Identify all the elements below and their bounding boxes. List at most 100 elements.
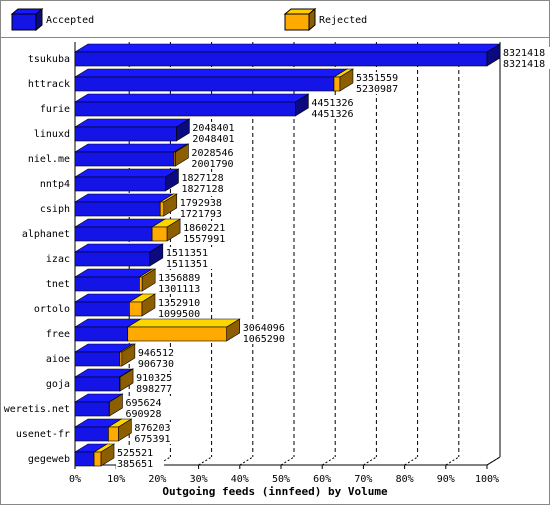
total-label: 5351559 [356, 73, 398, 84]
total-label: 1356889 [158, 273, 200, 284]
category-label: ortolo [34, 304, 70, 315]
category-label: izac [46, 254, 70, 265]
x-tick-label: 100% [475, 474, 499, 485]
rejected-bar [139, 276, 143, 292]
total-label: 910325 [136, 373, 172, 384]
x-axis-title: Outgoing feeds (innfeed) by Volume [162, 485, 388, 498]
rejected-bar [333, 76, 341, 92]
accepted-bar [295, 93, 309, 117]
accepted-bar [74, 426, 109, 442]
rejected-bar [93, 451, 102, 467]
accepted-bar [74, 201, 161, 217]
rejected-bar [126, 318, 241, 328]
accepted-bar [74, 226, 153, 242]
accepted-bar [73, 93, 310, 103]
total-label: 1352910 [158, 298, 200, 309]
category-label: furie [40, 104, 70, 115]
accepted-bar [74, 351, 121, 367]
rejected-bar [100, 443, 115, 467]
rejected-bar [108, 426, 119, 442]
label-bg [354, 72, 403, 94]
grid-line [280, 456, 295, 466]
total-label: 1827128 [181, 173, 223, 184]
grid-line [321, 456, 336, 466]
x-tick-label: 0% [69, 474, 81, 485]
x-tick-label: 50% [272, 474, 290, 485]
accepted-bar [74, 151, 175, 167]
total-label: 1792938 [180, 198, 222, 209]
accepted-bar [149, 243, 164, 267]
rejected-bar [127, 326, 228, 342]
rejected-bar [141, 293, 156, 317]
x-tick-label: 70% [354, 474, 372, 485]
accepted-bar [74, 326, 129, 342]
legend-label: Accepted [46, 15, 94, 26]
label-bg [310, 97, 359, 119]
total-label: 8321418 [503, 48, 545, 59]
accepted-bar [74, 76, 335, 92]
category-label: nntp4 [40, 179, 70, 190]
x-tick-label: 10% [107, 474, 125, 485]
accepted-bar [74, 401, 110, 417]
rejected-bar [151, 226, 168, 242]
legend-swatch [35, 7, 43, 32]
label-bg [502, 47, 550, 69]
total-label: 4451326 [311, 98, 353, 109]
rejected-bar [339, 68, 354, 92]
grid-line [198, 456, 212, 466]
grid-line [239, 456, 254, 466]
total-label: 525521 [117, 448, 153, 459]
accepted-bar [73, 68, 349, 78]
accepted-bar [74, 176, 166, 192]
accepted-bar [73, 243, 164, 253]
total-label: 3064096 [243, 323, 285, 334]
grid-line [404, 456, 418, 466]
rejected-bar [109, 393, 123, 417]
accepted-label: 2001790 [191, 159, 233, 170]
grid-line [157, 456, 171, 466]
grid-line [363, 456, 377, 466]
category-label: gegeweb [28, 454, 70, 465]
total-label: 2048401 [192, 123, 234, 134]
category-label: alphanet [22, 229, 70, 240]
category-label: linuxd [34, 129, 70, 140]
label-bg [190, 147, 239, 169]
rejected-bar [226, 318, 241, 342]
legend-label: Rejected [319, 15, 367, 26]
accepted-bar [73, 218, 167, 228]
accepted-label: 8321418 [503, 59, 545, 70]
accepted-label: 1065290 [243, 334, 285, 345]
accepted-bar [74, 451, 95, 467]
x-tick-label: 90% [437, 474, 455, 485]
label-bg [178, 197, 227, 219]
label-bg [156, 297, 205, 319]
category-label: usenet-fr [16, 429, 70, 440]
category-label: tnet [46, 279, 70, 290]
category-label: free [46, 329, 70, 340]
category-label: csiph [40, 204, 70, 215]
legend-swatch [308, 7, 316, 32]
category-label: goja [46, 379, 70, 390]
label-bg [180, 172, 229, 194]
accepted-label: 1827128 [181, 184, 223, 195]
label-bg [157, 272, 206, 294]
accepted-label: 4451326 [311, 109, 353, 120]
legend-swatch [284, 13, 310, 31]
label-bg [164, 247, 213, 269]
accepted-label: 1557991 [183, 234, 225, 245]
accepted-bar [176, 118, 190, 142]
grid-line [486, 456, 501, 466]
category-label: weretis.net [4, 404, 70, 415]
rejected-bar [175, 143, 189, 167]
label-bg [135, 372, 184, 394]
total-label: 695624 [125, 398, 161, 409]
grid-line [445, 456, 460, 466]
category-label: httrack [28, 79, 70, 90]
accepted-bar [73, 193, 175, 203]
accepted-label: 2048401 [192, 134, 234, 145]
accepted-label: 1099500 [158, 309, 200, 320]
rejected-bar [141, 268, 156, 292]
accepted-bar [74, 126, 177, 142]
total-label: 1511351 [166, 248, 208, 259]
